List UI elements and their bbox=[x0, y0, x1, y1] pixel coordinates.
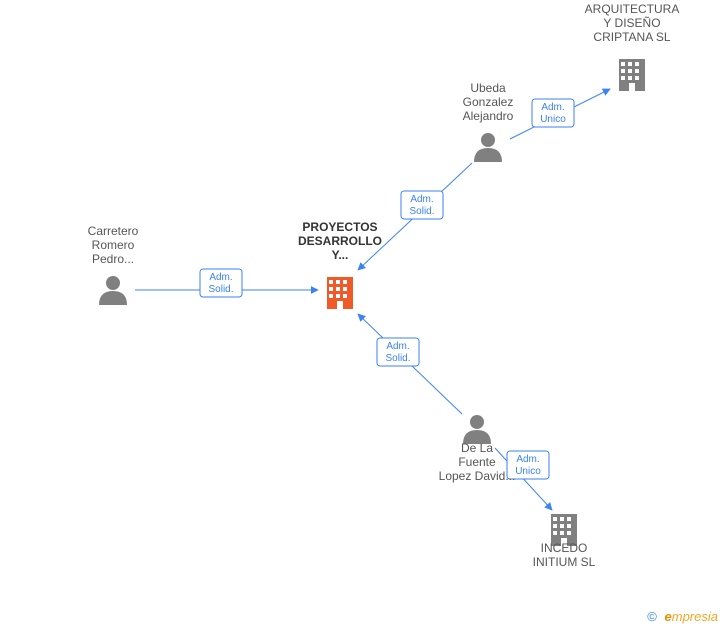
node-label: Y... bbox=[332, 248, 349, 262]
person-node[interactable] bbox=[463, 415, 491, 444]
node-label: Y DISEÑO bbox=[603, 16, 660, 30]
edge-label-text: Adm. bbox=[386, 341, 409, 352]
edge-label-text: Solid. bbox=[385, 353, 410, 364]
edge-label-text: Unico bbox=[515, 466, 541, 477]
edge-label-text: Unico bbox=[540, 114, 566, 125]
person-icon bbox=[463, 415, 491, 444]
node-label: Pedro... bbox=[92, 252, 134, 266]
node-label: PROYECTOS bbox=[302, 220, 377, 234]
company-node[interactable] bbox=[619, 59, 645, 91]
node-label: INITIUM SL bbox=[533, 555, 596, 569]
person-icon bbox=[99, 276, 127, 305]
node-label: Alejandro bbox=[463, 109, 514, 123]
edge-label-text: Solid. bbox=[208, 284, 233, 295]
node-label: Romero bbox=[92, 238, 135, 252]
person-node[interactable] bbox=[474, 133, 502, 162]
company-node[interactable] bbox=[327, 277, 353, 309]
node-label: CRIPTANA SL bbox=[593, 30, 670, 44]
brand-label: empresia bbox=[665, 609, 718, 624]
edge-label-text: Adm. bbox=[209, 272, 232, 283]
node-label: Gonzalez bbox=[463, 95, 514, 109]
node-label: DESARROLLO bbox=[298, 234, 382, 248]
building-icon bbox=[327, 277, 353, 309]
footer: © empresia bbox=[647, 609, 718, 624]
edge-label-text: Adm. bbox=[410, 194, 433, 205]
person-icon bbox=[474, 133, 502, 162]
edge-label-text: Adm. bbox=[541, 102, 564, 113]
person-node[interactable] bbox=[99, 276, 127, 305]
node-label: De La bbox=[461, 441, 493, 455]
node-label: Carretero bbox=[88, 224, 139, 238]
building-icon bbox=[619, 59, 645, 91]
edge-label-text: Adm. bbox=[516, 454, 539, 465]
node-label: ARQUITECTURA bbox=[585, 2, 680, 16]
copyright-symbol: © bbox=[647, 609, 657, 624]
node-label: Fuente bbox=[458, 455, 496, 469]
network-diagram: Adm.Solid.Adm.Solid.Adm.UnicoAdm.Solid.A… bbox=[0, 0, 728, 630]
node-label: INCEDO bbox=[541, 541, 588, 555]
node-label: Lopez David... bbox=[439, 469, 516, 483]
edge-label-text: Solid. bbox=[409, 206, 434, 217]
node-label: Ubeda bbox=[470, 81, 506, 95]
